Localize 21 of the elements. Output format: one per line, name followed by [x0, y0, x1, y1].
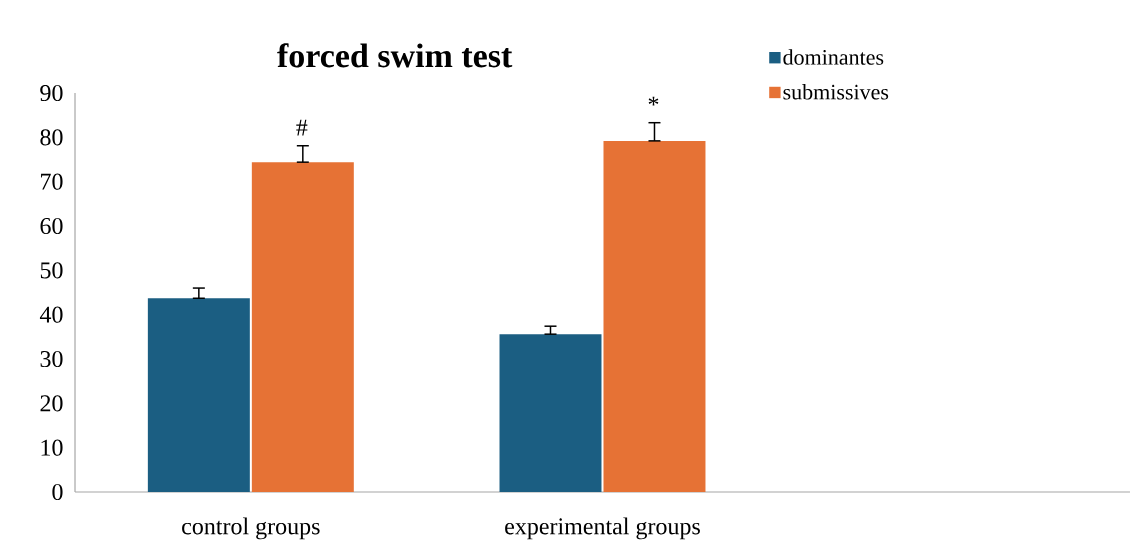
bar [603, 140, 706, 492]
legend-label: dominantes [783, 49, 884, 65]
y-tick-label: 80 [40, 129, 63, 146]
x-tick-label: control groups [182, 517, 320, 540]
annotation: # [296, 119, 308, 136]
annotation: * [648, 96, 659, 106]
y-tick-label: 90 [40, 84, 63, 102]
x-tick-label: experimental groups [505, 517, 700, 540]
y-tick-label: 10 [41, 439, 63, 456]
chart-title: forced swim test [277, 43, 513, 68]
y-tick-label: 60 [40, 217, 63, 235]
bar [499, 334, 602, 492]
y-tick-label: 0 [52, 483, 63, 501]
y-tick-label: 30 [40, 350, 63, 368]
y-tick-label: 70 [41, 173, 63, 190]
y-tick-label: 50 [40, 262, 63, 279]
legend-label: submissives [783, 84, 889, 100]
y-tick-label: 20 [40, 395, 63, 412]
bar [251, 162, 354, 492]
bar [147, 298, 250, 492]
y-tick-label: 40 [39, 306, 63, 323]
